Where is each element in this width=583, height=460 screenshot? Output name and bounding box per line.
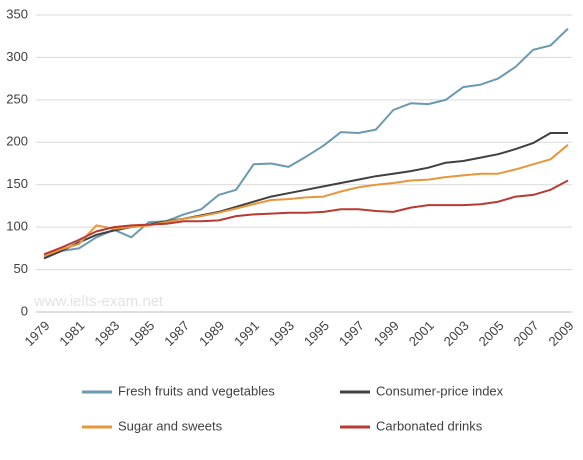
y-tick-label: 150: [6, 176, 28, 191]
x-tick-label: 1993: [266, 318, 297, 349]
series-line: [43, 179, 569, 256]
x-tick-label: 1985: [126, 318, 157, 349]
x-tick-label: 2009: [545, 318, 576, 349]
x-tick-label: 2003: [441, 318, 472, 349]
y-tick-label: 300: [6, 49, 28, 64]
x-tick-label: 1979: [21, 318, 52, 349]
y-tick-label: 200: [6, 134, 28, 149]
y-tick-label: 100: [6, 219, 28, 234]
x-tick-label: 2005: [476, 318, 507, 349]
series-line: [43, 144, 569, 257]
x-tick-label: 1981: [56, 318, 87, 349]
x-tick-label: 1995: [301, 318, 332, 349]
y-tick-label: 50: [14, 261, 28, 276]
x-tick-label: 1999: [371, 318, 402, 349]
x-tick-label: 1989: [196, 318, 227, 349]
x-tick-label: 1997: [336, 318, 367, 349]
legend-label: Fresh fruits and vegetables: [118, 383, 275, 398]
watermark: www.ielts-exam.net: [33, 293, 164, 310]
x-tick-label: 2007: [511, 318, 542, 349]
x-tick-label: 1991: [231, 318, 262, 349]
y-tick-label: 250: [6, 91, 28, 106]
y-tick-label: 350: [6, 6, 28, 21]
y-tick-label: 0: [21, 303, 28, 318]
legend-label: Consumer-price index: [376, 383, 504, 398]
legend-label: Sugar and sweets: [118, 418, 223, 433]
x-tick-label: 1987: [161, 318, 192, 349]
x-tick-label: 2001: [406, 318, 437, 349]
series-line: [43, 132, 568, 260]
x-tick-label: 1983: [91, 318, 122, 349]
series-line: [43, 27, 569, 258]
legend-label: Carbonated drinks: [376, 418, 483, 433]
